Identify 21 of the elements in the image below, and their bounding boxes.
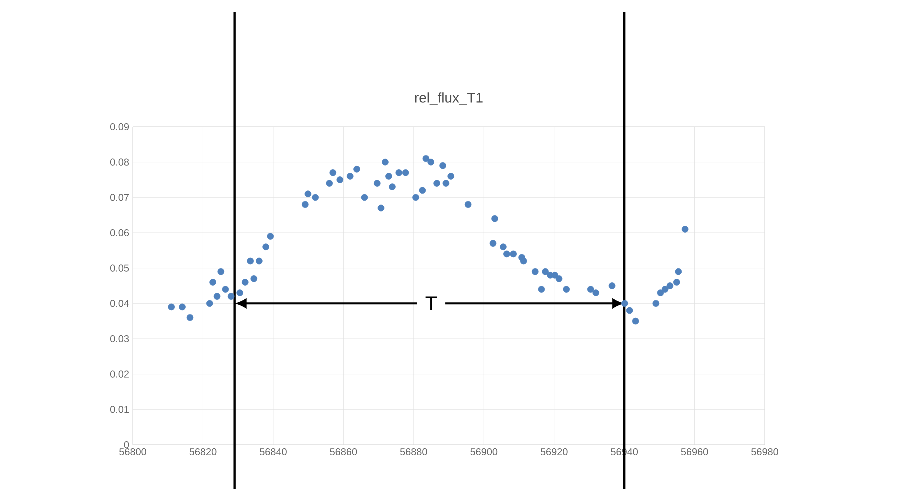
x-tick-label: 56860: [330, 448, 358, 456]
x-tick-label: 56840: [260, 448, 287, 456]
y-tick-label: 0.09: [110, 123, 130, 131]
y-tick-label: 0.07: [110, 194, 129, 202]
x-tick-label: 56960: [681, 448, 708, 456]
y-tick-label: 0.02: [110, 370, 129, 378]
y-tick-label: 0: [124, 441, 130, 449]
chart-title: rel_flux_T1: [415, 92, 483, 106]
x-tick-label: 56980: [752, 448, 778, 456]
y-tick-label: 0.06: [110, 229, 130, 237]
x-tick-label: 56800: [120, 448, 146, 456]
x-tick-label: 56820: [190, 448, 217, 456]
x-tick-label: 56900: [470, 448, 498, 456]
y-tick-label: 0.05: [110, 264, 130, 272]
y-tick-label: 0.03: [110, 335, 130, 343]
y-tick-label: 0.08: [110, 158, 130, 166]
x-tick-label: 56880: [400, 448, 428, 456]
y-tick-label: 0.04: [110, 300, 130, 308]
x-tick-label: 56920: [540, 448, 568, 456]
annotation: T: [426, 296, 438, 311]
y-tick-label: 0.01: [110, 406, 130, 414]
